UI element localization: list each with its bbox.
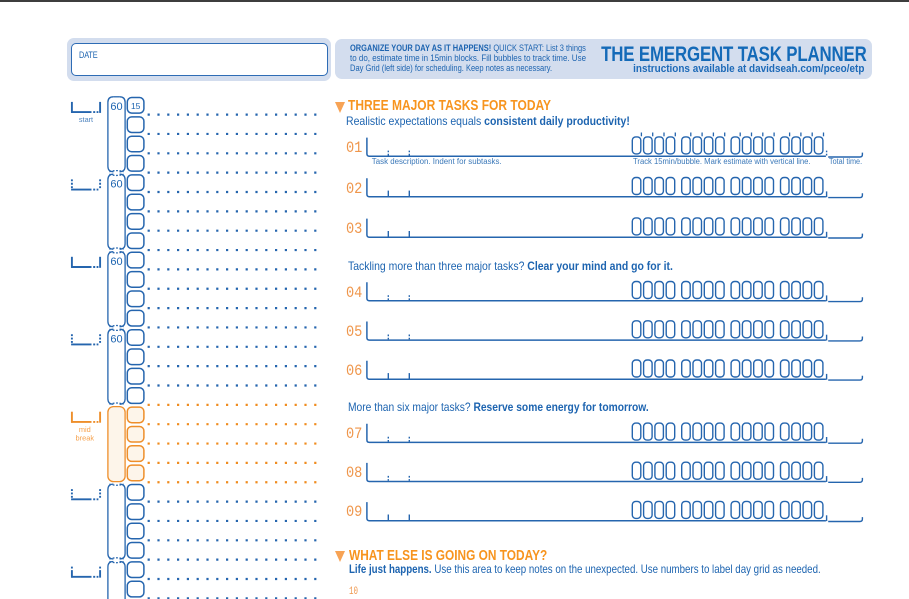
svg-text:start: start	[79, 115, 93, 124]
svg-text:15: 15	[131, 101, 141, 111]
svg-text:60: 60	[110, 178, 122, 190]
svg-text:60: 60	[110, 256, 122, 268]
svg-text:mid: mid	[79, 425, 91, 434]
svg-text:60: 60	[110, 333, 122, 345]
svg-text:break: break	[76, 434, 95, 443]
svg-text:60: 60	[110, 101, 122, 113]
